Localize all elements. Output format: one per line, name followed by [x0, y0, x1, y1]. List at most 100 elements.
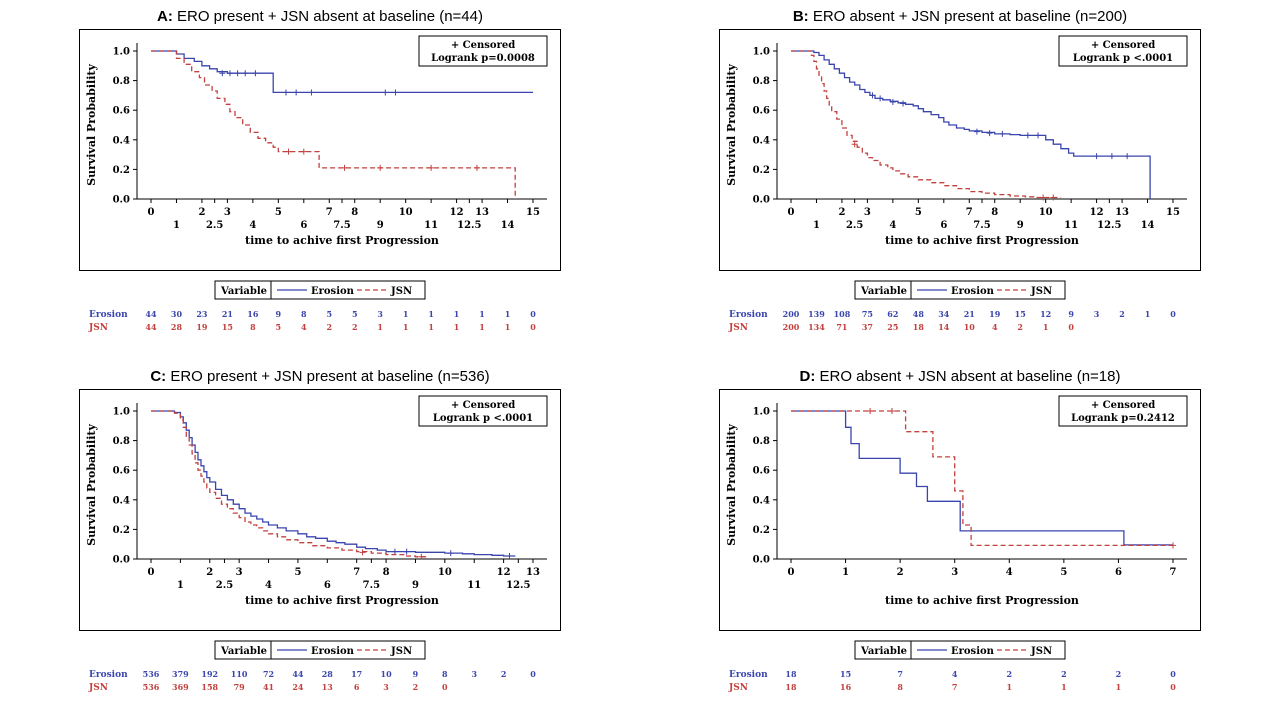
- panel-B-title-text: ERO absent + JSN present at baseline (n=…: [808, 8, 1128, 25]
- legend-label-jsn: JSN: [390, 286, 412, 297]
- x-tick-label: 0: [148, 567, 155, 578]
- risk-count: 0: [1170, 309, 1176, 319]
- x-tick-label: 5: [275, 207, 282, 218]
- risk-count: 6: [354, 682, 360, 692]
- censored-label: + Censored: [1091, 40, 1155, 51]
- x-tick-label: 13: [526, 567, 540, 578]
- x-tick-label: 3: [236, 567, 243, 578]
- series-line-erosion: [151, 410, 516, 557]
- risk-count: 2: [413, 682, 419, 692]
- risk-count: 536: [143, 669, 160, 679]
- risk-count: 44: [292, 669, 304, 679]
- risk-count: 13: [322, 682, 334, 692]
- censor-mark-erosion: [308, 89, 315, 96]
- risk-count: 1: [505, 322, 511, 332]
- risk-count: 9: [276, 309, 282, 319]
- risk-count: 62: [887, 309, 898, 319]
- x-tick-label: 6: [324, 580, 331, 591]
- panel-C-km-chart: 0.0 0.2 0.4 0.6 0.8 1.0 0 2 3 5 7 8 10 12 13 1 2.5 4 6 7.5 9…: [79, 389, 561, 703]
- risk-count: 1: [454, 322, 460, 332]
- censored-label: + Censored: [451, 400, 515, 411]
- censor-mark-jsn: [1040, 194, 1047, 201]
- x-tick-label: 0: [148, 207, 155, 218]
- y-tick-label: 0.6: [753, 106, 770, 117]
- x-tick-label: 4: [249, 220, 256, 231]
- risk-count: 1: [403, 309, 409, 319]
- risk-count: 0: [1068, 322, 1074, 332]
- risk-count: 28: [322, 669, 334, 679]
- risk-count: 1: [479, 322, 485, 332]
- series-line-jsn: [151, 410, 428, 558]
- series-line-jsn: [791, 410, 1173, 547]
- censor-mark-jsn: [359, 549, 366, 556]
- x-tick-label: 15: [1166, 207, 1180, 218]
- x-tick-label: 3: [224, 207, 231, 218]
- x-tick-label: 13: [1115, 207, 1129, 218]
- x-tick-label: 7: [966, 207, 973, 218]
- risk-count: 2: [1061, 669, 1067, 679]
- inset-box: [1058, 395, 1188, 427]
- risk-count: 4: [301, 322, 307, 332]
- x-tick-label: 4: [1006, 567, 1013, 578]
- risk-count: 15: [1015, 309, 1026, 319]
- risk-count: 108: [834, 309, 851, 319]
- risk-count: 1: [1006, 682, 1012, 692]
- legend-title: Variable: [860, 646, 907, 657]
- risk-count: 8: [442, 669, 448, 679]
- y-axis-title: Survival Probability: [85, 424, 98, 546]
- x-tick-label: 8: [991, 207, 998, 218]
- x-tick-label: 0: [788, 207, 795, 218]
- x-tick-label: 7: [1170, 567, 1177, 578]
- legend-title: Variable: [860, 286, 907, 297]
- y-tick-label: 0.8: [753, 436, 770, 447]
- series-line-erosion: [791, 50, 1151, 199]
- risk-count: 14: [938, 322, 950, 332]
- risk-count: 21: [222, 309, 233, 319]
- risk-count: 19: [196, 322, 208, 332]
- risk-count: 34: [938, 309, 950, 319]
- risk-count: 0: [1170, 669, 1176, 679]
- censor-mark-erosion: [447, 550, 454, 557]
- inset-box: [1058, 35, 1188, 67]
- censor-mark-erosion: [392, 89, 399, 96]
- risk-count: 7: [952, 682, 958, 692]
- y-tick-label: 0.4: [753, 495, 770, 506]
- panel-A-title-text: ERO present + JSN absent at baseline (n=…: [172, 8, 483, 25]
- x-tick-label: 7: [326, 207, 333, 218]
- km-plot-svg: 0.00.20.40.60.81.00 2 3 5 7 8 10 12 13 151 2.5 4 6 7.…: [719, 29, 1201, 333]
- x-tick-label: 11: [424, 220, 438, 231]
- risk-row-label-erosion: Erosion: [89, 310, 128, 320]
- risk-count: 24: [292, 682, 304, 692]
- risk-count: 41: [263, 682, 274, 692]
- risk-row-label-jsn: JSN: [88, 323, 108, 333]
- x-tick-label: 14: [1141, 220, 1155, 231]
- y-tick-label: 0.2: [113, 165, 130, 176]
- risk-count: 2: [326, 322, 332, 332]
- x-tick-label: 2: [206, 567, 213, 578]
- censor-mark-jsn: [300, 148, 307, 155]
- censor-mark-erosion: [889, 99, 896, 106]
- censor-mark-jsn: [1050, 194, 1057, 201]
- risk-row-label-jsn: JSN: [728, 323, 748, 333]
- x-tick-label: 7.5: [973, 220, 990, 231]
- legend-label-erosion: Erosion: [951, 286, 995, 297]
- censor-mark-jsn: [473, 164, 480, 171]
- x-tick-label: 7.5: [333, 220, 350, 231]
- y-tick-label: 0.6: [113, 106, 130, 117]
- censor-mark-jsn: [285, 148, 292, 155]
- censor-mark-erosion: [403, 548, 410, 555]
- risk-count: 2: [1119, 309, 1125, 319]
- x-tick-label: 7.5: [363, 580, 380, 591]
- y-tick-label: 0.2: [753, 525, 770, 536]
- y-tick-label: 1.0: [753, 407, 770, 418]
- legend-label-jsn: JSN: [390, 646, 412, 657]
- x-tick-label: 6: [1115, 567, 1122, 578]
- panel-A-letter: A:: [156, 8, 173, 25]
- x-tick-label: 5: [294, 567, 301, 578]
- risk-count: 2: [1116, 669, 1122, 679]
- x-axis-title: time to achive first Progression: [245, 594, 439, 607]
- risk-count: 44: [145, 309, 157, 319]
- risk-count: 18: [785, 682, 797, 692]
- risk-count: 12: [1040, 309, 1051, 319]
- risk-count: 23: [196, 309, 208, 319]
